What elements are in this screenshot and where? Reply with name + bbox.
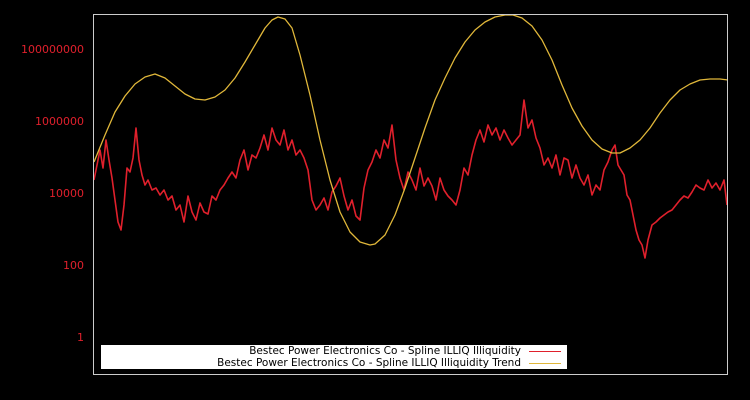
legend: Bestec Power Electronics Co - Spline ILL… (101, 345, 567, 369)
legend-swatch-gold-line (529, 362, 561, 364)
legend-item-illiquidity: Bestec Power Electronics Co - Spline ILL… (249, 345, 561, 357)
series-line-illiquidity-trend (93, 14, 729, 246)
y-tick-label: 10000 (49, 187, 84, 200)
plot-frame (93, 14, 728, 375)
series-line-illiquidity (93, 99, 728, 259)
y-tick-label: 1 (77, 331, 84, 344)
legend-swatch-red-line (529, 350, 561, 352)
series-layer (93, 14, 729, 259)
legend-label: Bestec Power Electronics Co - Spline ILL… (249, 345, 521, 357)
y-tick-label: 100000000 (21, 43, 84, 56)
y-tick-label: 1000000 (35, 115, 84, 128)
legend-item-illiquidity-trend: Bestec Power Electronics Co - Spline ILL… (217, 357, 561, 369)
legend-label: Bestec Power Electronics Co - Spline ILL… (217, 357, 521, 369)
y-tick-label: 100 (63, 259, 84, 272)
